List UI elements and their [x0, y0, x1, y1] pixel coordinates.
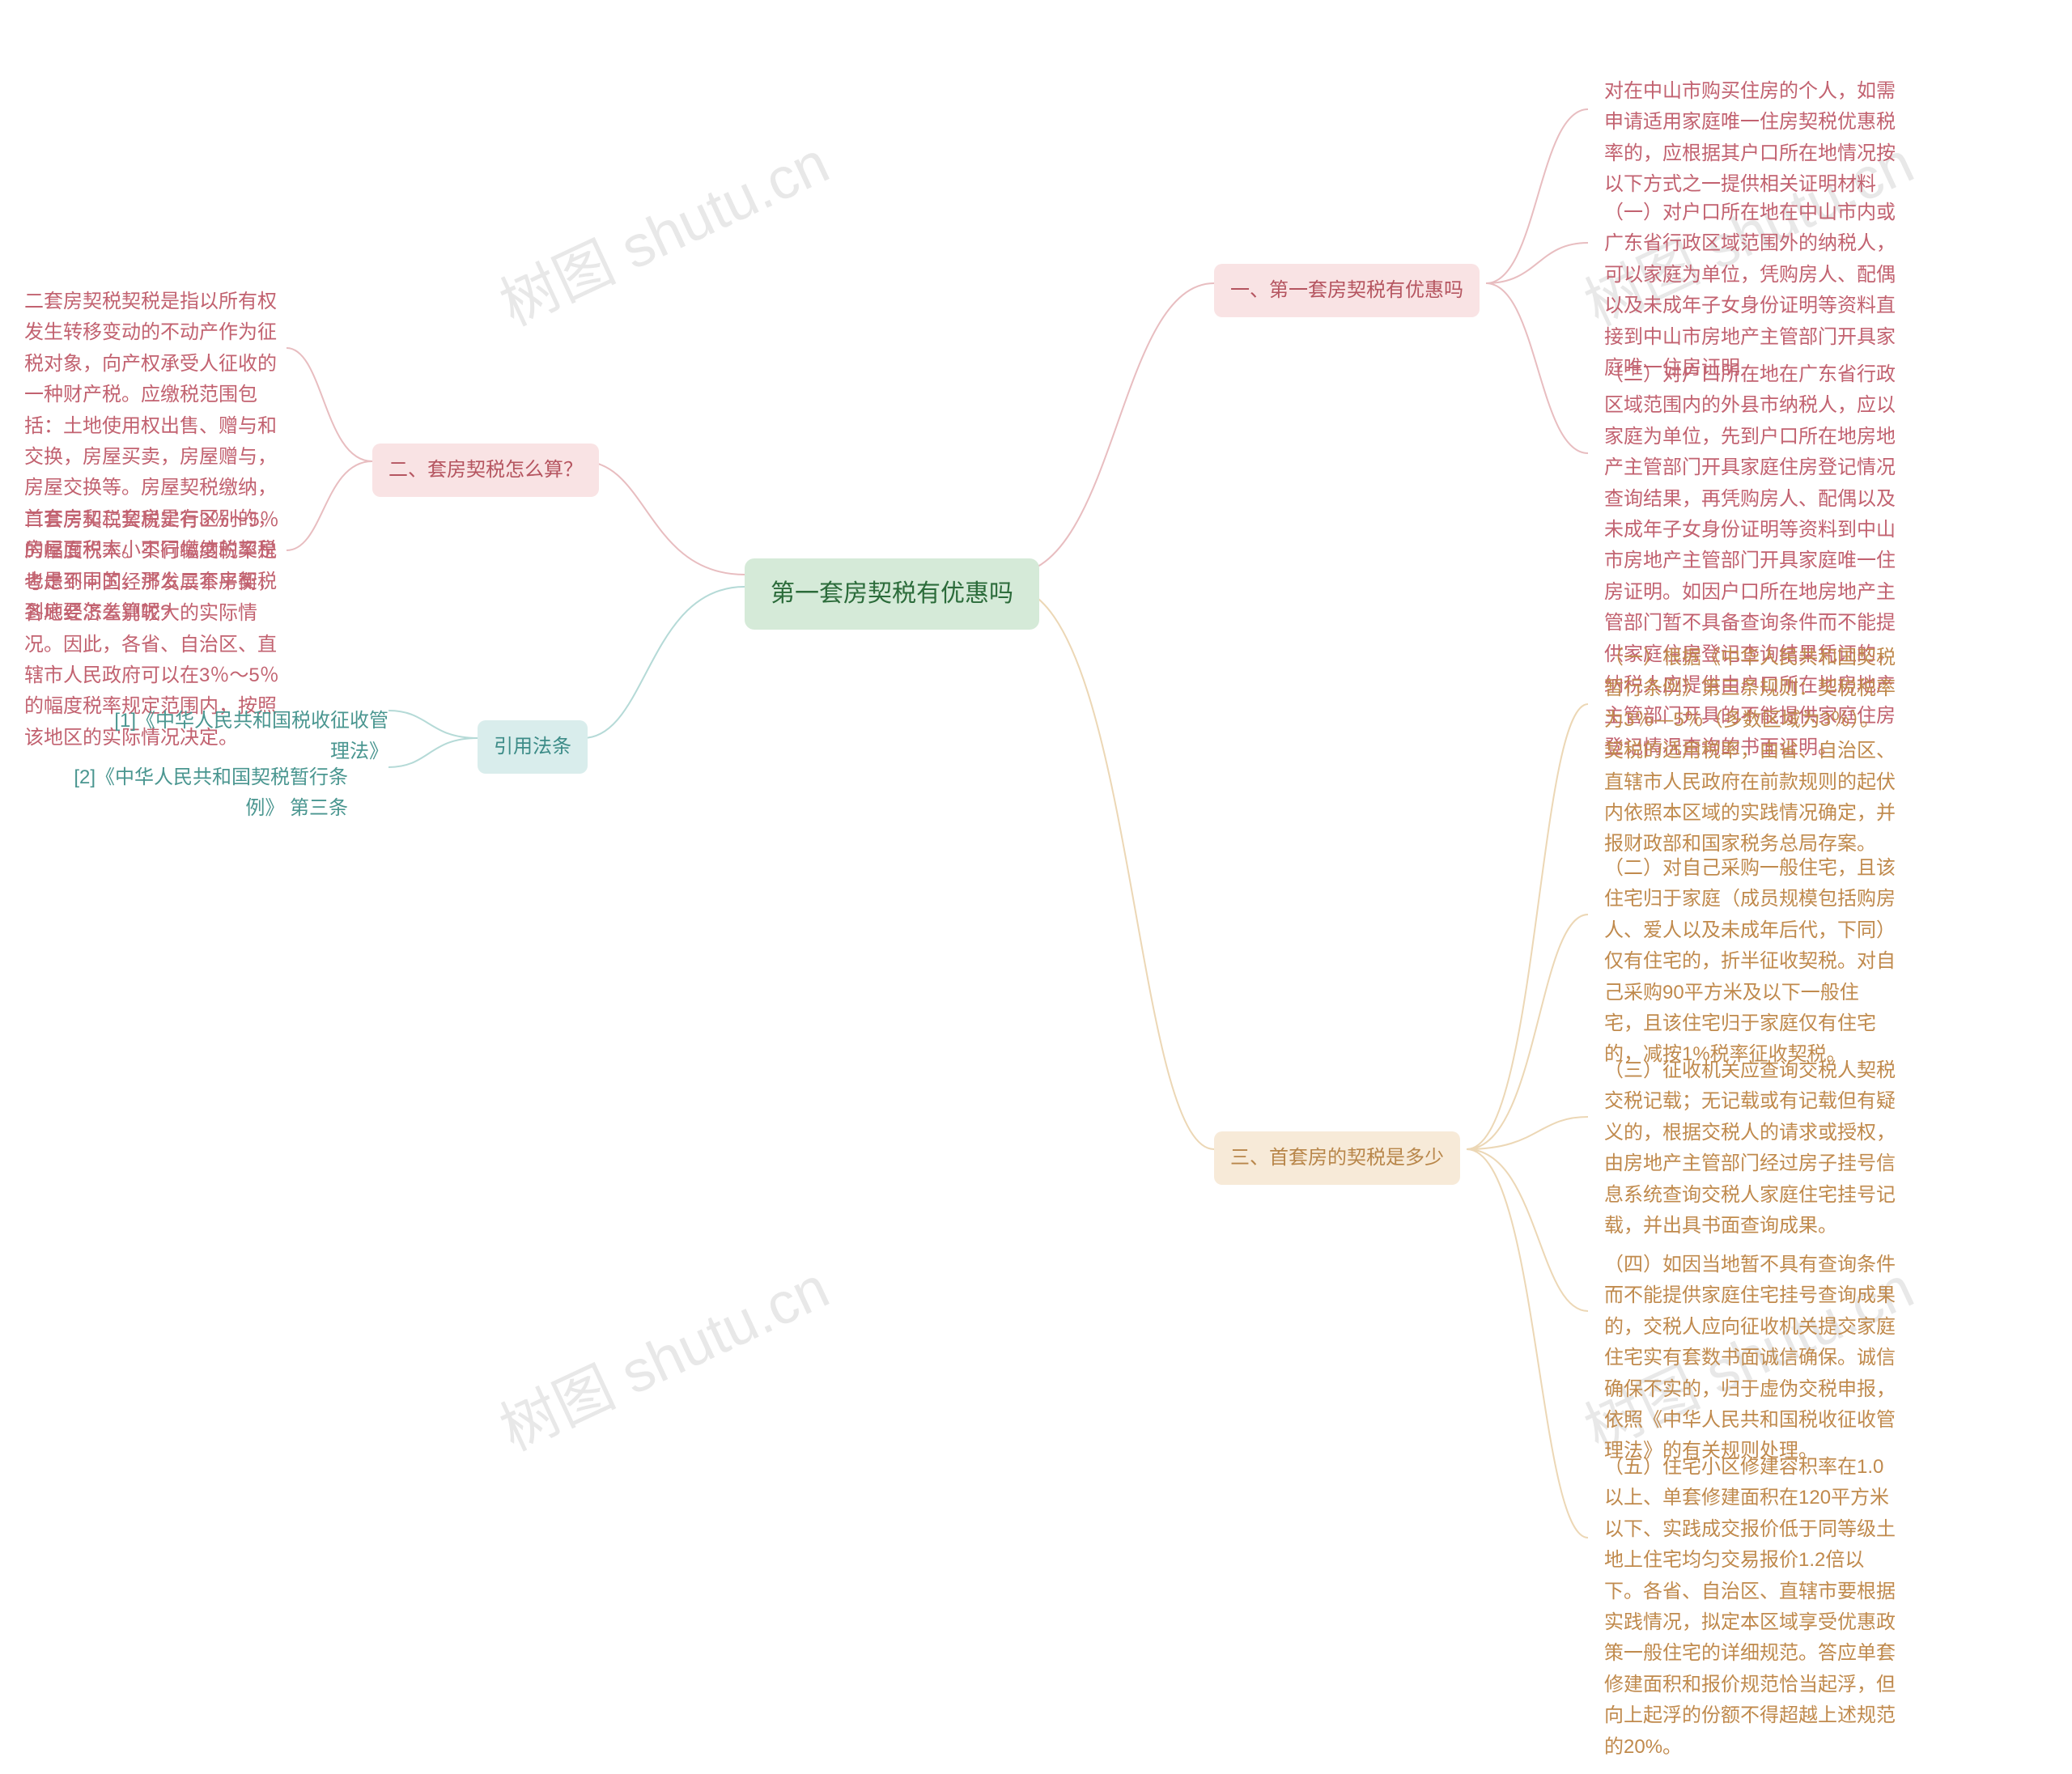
leaf-b3-2: （三）征收机关应查询交税人契税交税记载；无记载或有记载但有疑义的，根据交税人的请…: [1588, 1044, 1912, 1253]
watermark: 树图 shutu.cn: [484, 116, 840, 342]
watermark: 树图 shutu.cn: [484, 1241, 840, 1467]
branch-2[interactable]: 二、套房契税怎么算？: [372, 444, 599, 497]
leaf-b4-1: [2]《中华人民共和国契税暂行条例》 第三条: [40, 751, 364, 836]
branch-1[interactable]: 一、第一套房契税有优惠吗: [1214, 264, 1480, 317]
leaf-b3-0: （一）根据《中华人民共和国契税暂行条例》第三条规则：契税税率为3％—5％（多数区…: [1588, 631, 1912, 872]
branch-3[interactable]: 三、首套房的契税是多少: [1214, 1131, 1460, 1185]
branch-4[interactable]: 引用法条: [478, 720, 588, 774]
root-node[interactable]: 第一套房契税有优惠吗: [745, 558, 1039, 630]
leaf-b3-4: （五）住宅小区修建容积率在1.0以上、单套修建面积在120平方米以下、实践成交报…: [1588, 1441, 1912, 1774]
